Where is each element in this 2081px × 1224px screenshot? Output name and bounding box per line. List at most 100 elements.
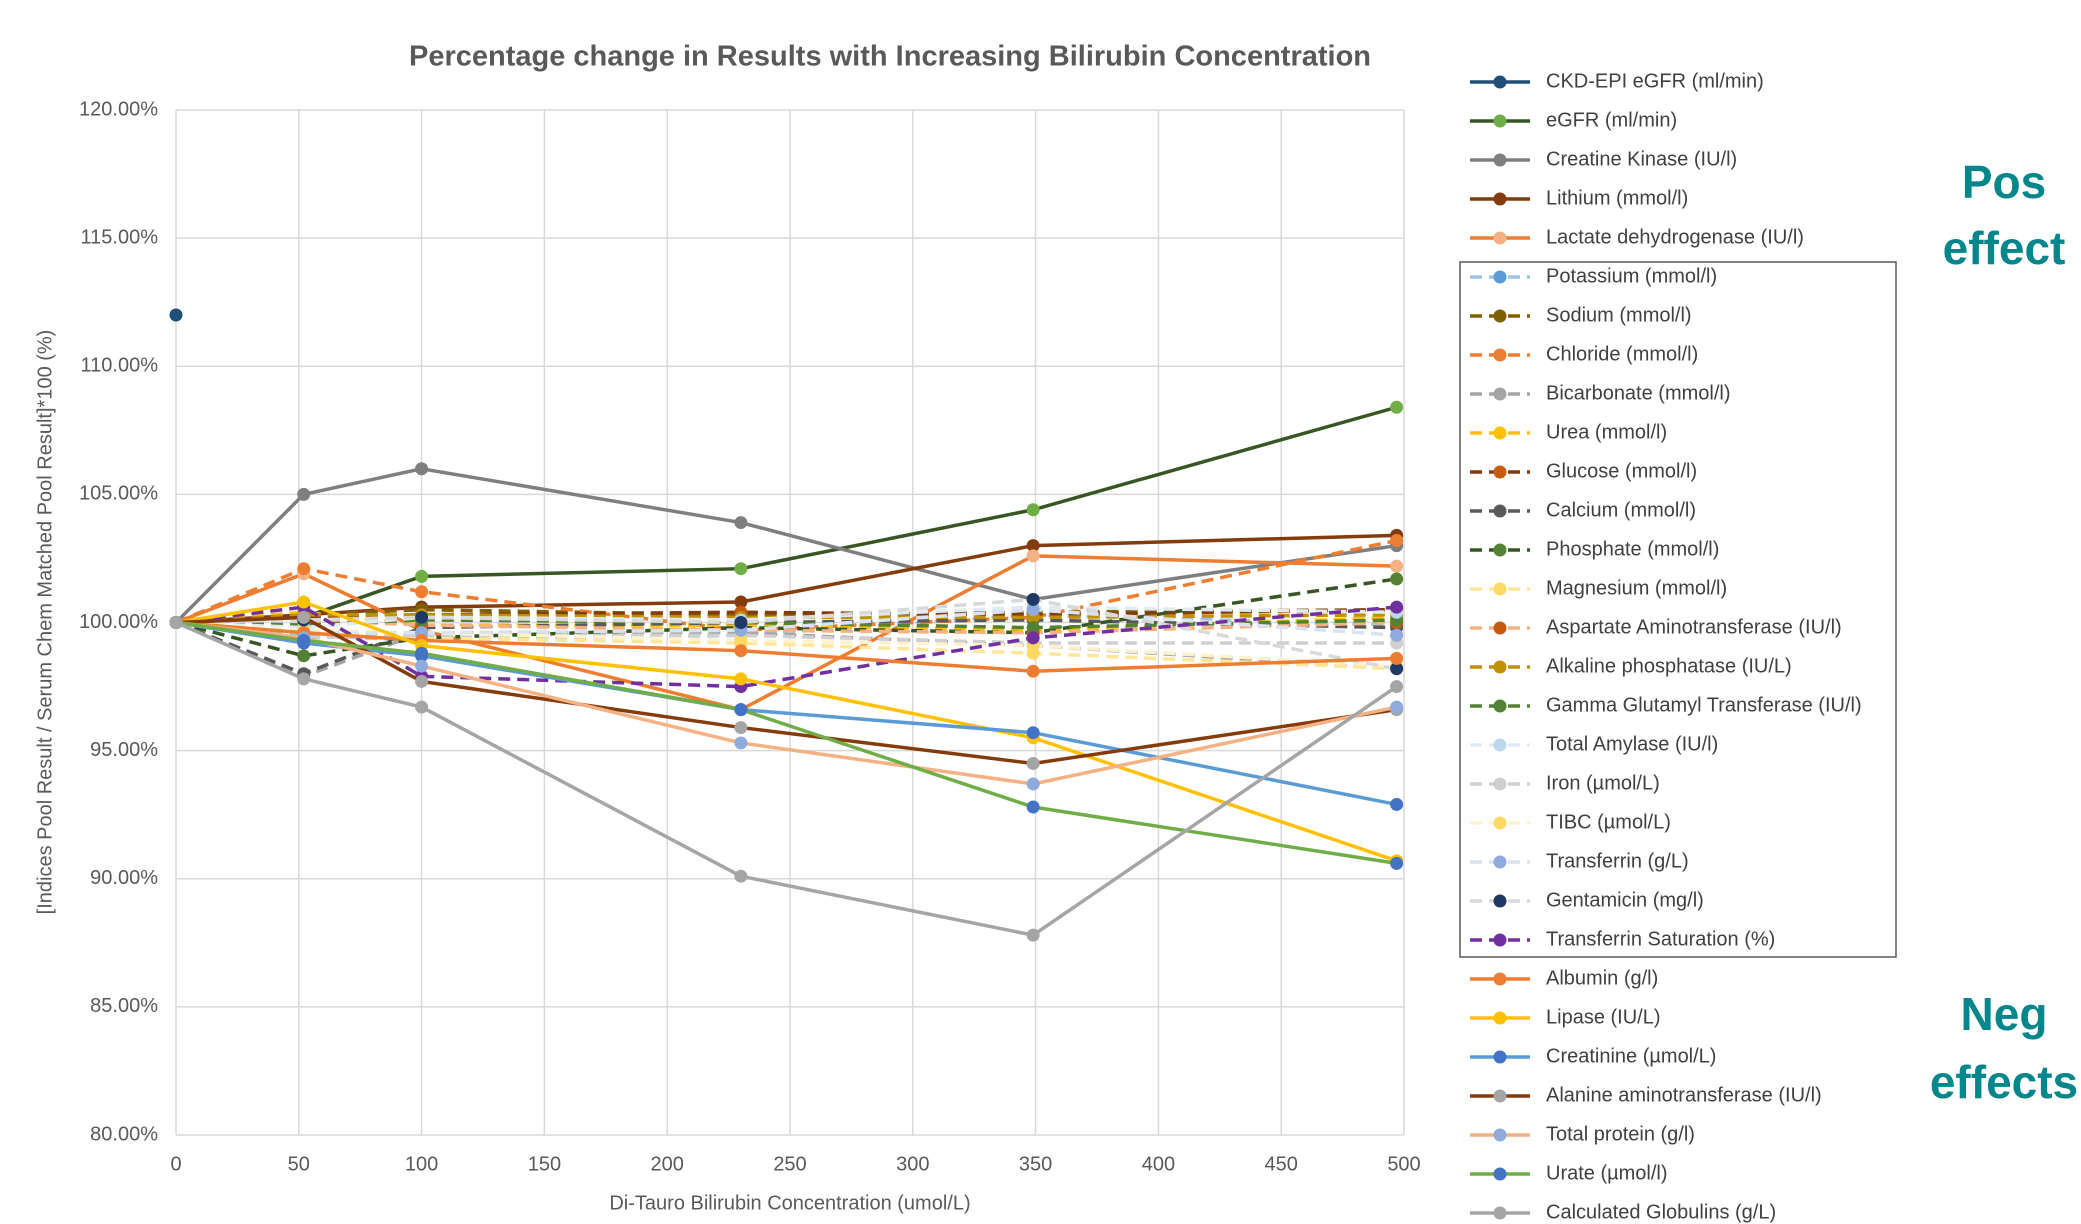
data-point	[1390, 856, 1404, 870]
data-point	[734, 562, 748, 576]
x-tick-label: 400	[1142, 1153, 1175, 1175]
legend-label: Lipase (IU/L)	[1546, 1006, 1661, 1028]
legend-marker	[1493, 1167, 1507, 1181]
data-point	[297, 649, 311, 663]
legend-marker	[1493, 855, 1507, 869]
annotation: Pos	[1962, 156, 2046, 208]
legend-marker	[1493, 972, 1507, 986]
legend-label: Alkaline phosphatase (IU/L)	[1546, 655, 1792, 677]
x-tick-label: 450	[1265, 1153, 1298, 1175]
legend-marker	[1493, 114, 1507, 128]
data-point	[1390, 662, 1404, 676]
legend-label: Iron (µmol/L)	[1546, 772, 1660, 794]
legend-label: Chloride (mmol/l)	[1546, 343, 1698, 365]
data-point	[415, 700, 429, 714]
annotation: effect	[1943, 222, 2066, 274]
data-point	[734, 672, 748, 686]
legend-marker	[1493, 816, 1507, 830]
series-line	[175, 618, 1397, 676]
series-line	[175, 620, 1397, 786]
x-tick-label: 300	[896, 1153, 929, 1175]
data-point	[734, 595, 748, 609]
legend-marker	[1493, 504, 1507, 518]
y-tick-label: 80.00%	[90, 1123, 158, 1145]
legend-marker	[1493, 699, 1507, 713]
legend-label: CKD-EPI eGFR (ml/min)	[1546, 70, 1764, 92]
x-tick-label: 50	[288, 1153, 310, 1175]
legend-marker	[1493, 660, 1507, 674]
data-point	[1026, 539, 1040, 553]
x-tick-label: 150	[528, 1153, 561, 1175]
legend-label: Urea (mmol/l)	[1546, 421, 1667, 443]
x-tick-label: 500	[1387, 1153, 1420, 1175]
data-point	[169, 616, 183, 629]
legend-marker	[1493, 543, 1507, 557]
data-point	[1390, 700, 1404, 714]
legend-marker	[1493, 153, 1507, 167]
y-tick-label: 85.00%	[90, 995, 158, 1017]
data-point	[1390, 534, 1404, 547]
data-point	[1390, 797, 1404, 811]
y-tick-label: 110.00%	[81, 355, 159, 377]
legend-label: Total Amylase (IU/l)	[1546, 733, 1718, 755]
series-line	[175, 620, 1397, 668]
legend-label: Aspartate Aminotransferase (IU/l)	[1546, 616, 1842, 638]
legend-label: Calculated Globulins (g/L)	[1546, 1201, 1776, 1223]
legend-label: Total protein (g/l)	[1546, 1123, 1695, 1145]
data-point	[1026, 603, 1040, 617]
data-point	[297, 562, 311, 576]
data-point	[1390, 400, 1404, 414]
legend-marker	[1493, 1089, 1507, 1103]
legend-marker	[1493, 1011, 1507, 1025]
data-point	[415, 646, 429, 660]
x-tick-label: 350	[1019, 1153, 1052, 1175]
series-line	[175, 613, 1397, 625]
legend-marker	[1493, 1128, 1507, 1142]
legend-marker	[1493, 75, 1507, 89]
legend-marker	[1493, 738, 1507, 752]
data-point	[734, 736, 748, 750]
x-tick-label: 250	[773, 1153, 806, 1175]
data-point	[734, 703, 748, 717]
legend-label: Creatinine (µmol/L)	[1546, 1045, 1716, 1067]
data-point	[734, 516, 748, 530]
data-point	[1026, 777, 1040, 791]
data-point	[169, 308, 183, 322]
data-point	[1026, 800, 1040, 814]
data-point	[297, 487, 311, 501]
x-axis-label: Di-Tauro Bilirubin Concentration (umol/L…	[609, 1192, 970, 1214]
legend-marker	[1493, 777, 1507, 791]
series-line	[175, 620, 1398, 937]
legend-label: Alanine aminotransferase (IU/l)	[1546, 1084, 1822, 1106]
data-point	[1390, 680, 1404, 694]
series-line	[175, 405, 1398, 625]
legend-label: Albumin (g/l)	[1546, 967, 1658, 989]
data-point	[734, 644, 748, 658]
chart-title: Percentage change in Results with Increa…	[409, 41, 1371, 73]
y-tick-label: 115.00%	[81, 226, 159, 248]
data-point	[1026, 756, 1040, 770]
y-tick-label: 120.00%	[79, 98, 158, 120]
x-tick-label: 200	[651, 1153, 684, 1175]
legend-label: Calcium (mmol/l)	[1546, 499, 1696, 521]
legend-label: Magnesium (mmol/l)	[1546, 577, 1727, 599]
series-line	[175, 620, 1397, 866]
legend-marker	[1493, 465, 1507, 479]
series-line	[174, 466, 1397, 624]
data-point	[297, 610, 311, 624]
y-tick-label: 100.00%	[79, 611, 158, 633]
y-axis-label: [Indices Pool Result / Serum Chem Matche…	[34, 330, 56, 915]
series-line	[175, 600, 1398, 863]
series-line	[175, 620, 1397, 673]
y-tick-label: 105.00%	[79, 483, 158, 505]
legend-marker	[1493, 387, 1507, 401]
legend-group-box	[1459, 261, 1897, 958]
legend-marker	[1493, 192, 1507, 206]
data-point	[1390, 628, 1404, 642]
data-point	[734, 616, 748, 629]
data-point	[1026, 664, 1040, 678]
legend-label: Transferrin Saturation (%)	[1546, 928, 1775, 950]
legend-label: Bicarbonate (mmol/l)	[1546, 382, 1731, 404]
series-line	[175, 597, 1397, 671]
data-point	[415, 674, 429, 688]
